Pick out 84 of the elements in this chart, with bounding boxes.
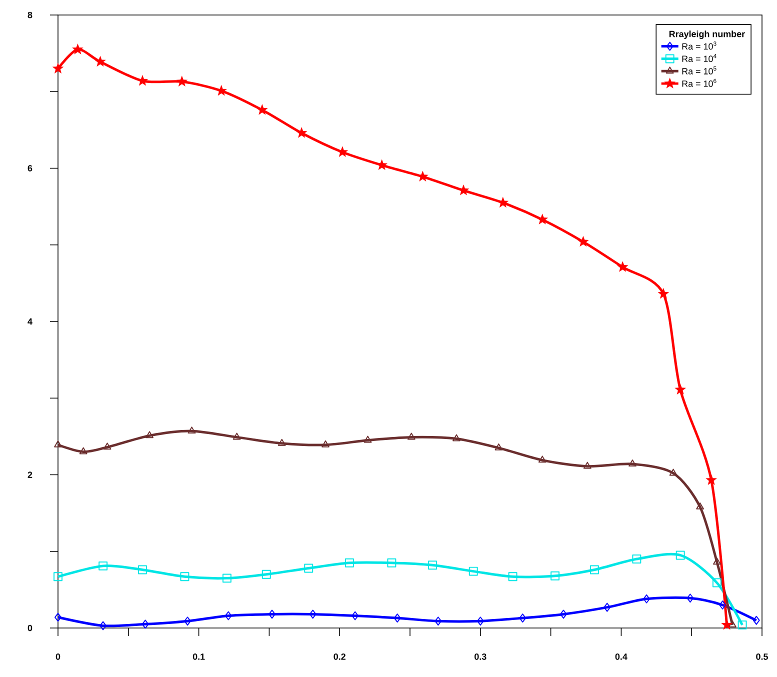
point [188, 426, 196, 434]
point [336, 146, 348, 157]
legend-label: Ra = 10$^{3}$ [682, 42, 716, 50]
point [712, 558, 721, 565]
point [738, 620, 747, 630]
point [256, 104, 268, 115]
point [494, 443, 503, 450]
point [434, 616, 442, 626]
point [352, 611, 359, 620]
legend-title: Rrayleigh number [669, 30, 745, 39]
point [674, 384, 686, 395]
legend-label: Ra = 10$^{4}$ [682, 54, 716, 62]
point [79, 447, 88, 454]
legend-label: Ra = 10$^{5}$ [682, 66, 716, 74]
point [643, 594, 650, 604]
point [590, 565, 599, 574]
point [583, 462, 592, 469]
point [52, 62, 64, 74]
point [344, 558, 354, 568]
y-tick-label: 0 [28, 624, 32, 632]
point [696, 502, 704, 510]
point [100, 621, 107, 630]
point [262, 570, 271, 579]
point [712, 578, 722, 588]
point [452, 434, 460, 442]
point [628, 460, 636, 467]
point [224, 611, 232, 620]
point [98, 561, 108, 570]
point [364, 436, 372, 443]
point [309, 610, 316, 619]
point [176, 76, 188, 86]
point [146, 431, 154, 438]
point [54, 440, 62, 448]
point [632, 554, 642, 564]
point [278, 438, 286, 446]
y-tick-label: 8 [28, 12, 32, 18]
point [94, 56, 106, 67]
point [138, 565, 147, 574]
point [54, 612, 62, 622]
point [560, 610, 567, 619]
point [72, 44, 84, 54]
x-tick-label: 0.4 [615, 654, 628, 660]
x-tick-label: 0.1 [192, 654, 205, 660]
x-tick-label: 0.5 [756, 654, 768, 660]
point [728, 620, 736, 628]
point [519, 614, 526, 623]
point [468, 566, 478, 576]
point [180, 572, 190, 582]
point [676, 550, 685, 560]
point [604, 602, 611, 612]
point [304, 564, 314, 573]
point [476, 616, 484, 626]
point [752, 616, 760, 625]
point [550, 571, 560, 580]
point [296, 127, 308, 138]
point [538, 456, 546, 463]
point [268, 610, 276, 619]
point [578, 236, 589, 247]
point [536, 214, 548, 224]
point [54, 572, 62, 582]
point [142, 620, 149, 629]
point [103, 442, 112, 450]
point [616, 261, 628, 272]
y-tick-label: 6 [28, 165, 32, 172]
point [428, 560, 438, 570]
y-tick-label: 2 [28, 472, 32, 478]
x-tick-label: 0.3 [474, 654, 486, 660]
y-tick-label: 4 [28, 318, 32, 325]
point [508, 572, 518, 582]
point [232, 432, 241, 440]
point [719, 600, 726, 610]
point [669, 468, 678, 476]
point [387, 558, 396, 568]
legend-label: Ra = 10$^{6}$ [682, 78, 716, 87]
point [706, 474, 717, 485]
x-tick-label: 0.2 [334, 654, 346, 660]
point [686, 594, 694, 603]
point [222, 574, 232, 583]
point [394, 614, 401, 623]
point [658, 288, 670, 299]
point [184, 616, 192, 626]
x-tick-label: 0 [56, 654, 60, 660]
point [322, 440, 330, 448]
point [407, 432, 416, 440]
